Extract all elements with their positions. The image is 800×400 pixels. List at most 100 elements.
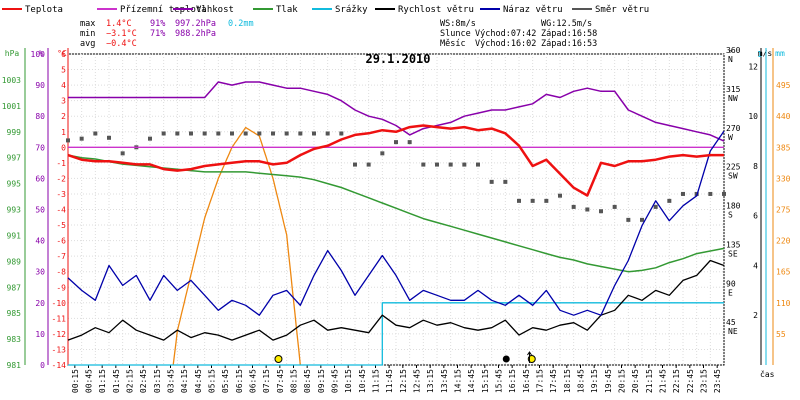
- dir-tick-name: SW: [728, 172, 738, 181]
- wind-direction-point: [462, 162, 467, 167]
- series-line-tlak: [67, 154, 725, 273]
- stats-max-temp: 1.4°C: [106, 19, 132, 29]
- moon-icon: [502, 355, 510, 363]
- wind-direction-point: [271, 131, 275, 136]
- legend-item-srazky: Srážky: [312, 5, 368, 15]
- solar-tick-label: 110: [776, 299, 791, 308]
- x-tick-label: 17:15: [536, 369, 545, 393]
- legend: Teplota Přízemní teplota Vlhkost Tlak Sr…: [2, 5, 649, 15]
- x-tick-label: 12:15: [399, 369, 408, 393]
- x-tick-label: 08:45: [303, 369, 312, 393]
- speed-tick-label: 4: [753, 261, 758, 270]
- dir-tick-deg: 225: [726, 163, 741, 172]
- legend-label-teplota: Teplota: [25, 5, 63, 15]
- dir-tick-name: W: [728, 133, 733, 142]
- stats-moon-rise: Východ:16:02: [475, 39, 536, 49]
- x-tick-label: 06:45: [249, 369, 258, 393]
- wind-direction-point: [298, 131, 303, 136]
- legend-item-naraz: Náraz větru: [480, 5, 563, 15]
- c-tick-label: -7: [56, 252, 66, 261]
- wind-direction-point: [667, 198, 672, 203]
- wind-direction-point: [257, 131, 262, 136]
- pct-tick-label: 90: [35, 81, 45, 90]
- legend-label-pocitova: Přízemní teplota: [120, 5, 207, 15]
- x-tick-label: 02:15: [126, 369, 135, 393]
- stats-sun-rise: Východ:07:42: [475, 29, 536, 39]
- pct-tick-label: 0: [40, 361, 45, 370]
- c-tick-label: -5: [56, 221, 66, 230]
- wind-direction-point: [325, 131, 330, 136]
- pct-tick-label: 40: [35, 237, 45, 246]
- wind-direction-point: [230, 131, 234, 136]
- dir-tick-deg: 135: [726, 240, 741, 249]
- x-tick-label: 05:45: [221, 369, 230, 393]
- speed-tick-label: 12: [748, 62, 758, 71]
- hpa-tick-label: 981: [7, 361, 22, 370]
- x-tick-label: 14:15: [454, 369, 463, 393]
- wind-direction-point: [353, 162, 357, 167]
- wind-direction-point: [585, 207, 590, 212]
- c-tick-label: 3: [61, 97, 66, 106]
- hpa-tick-label: 989: [7, 257, 22, 266]
- c-tick-label: -3: [56, 190, 66, 199]
- x-tick-label: 16:15: [508, 369, 517, 393]
- wind-direction-point: [93, 131, 98, 136]
- dir-tick-deg: 360: [726, 46, 741, 55]
- speed-axis-title: m/s: [758, 49, 773, 58]
- pct-tick-label: 30: [35, 268, 45, 277]
- wind-direction-point: [312, 131, 316, 136]
- c-tick-label: -2: [56, 174, 66, 183]
- dir-tick-name: S: [728, 211, 733, 220]
- legend-label-naraz: Náraz větru: [503, 5, 563, 15]
- dir-axis-title: °: [728, 49, 733, 58]
- series-line-srazky: [68, 302, 724, 366]
- x-tick-label: 16:45: [522, 369, 531, 393]
- x-tick-label: 12:45: [413, 369, 422, 393]
- c-tick-label: -6: [56, 237, 66, 246]
- stats-min-humidity: 71%: [150, 29, 165, 39]
- wind-direction-point: [530, 198, 535, 203]
- x-tick-label: 15:15: [481, 369, 490, 393]
- wind-direction-point: [558, 193, 562, 198]
- wind-direction-point: [653, 204, 658, 209]
- pct-tick-label: 70: [35, 143, 45, 152]
- x-tick-label: 03:15: [153, 369, 162, 393]
- stats-block: max min avg 1.4°C −3.1°C −0.4°C 91% 71% …: [80, 19, 597, 49]
- wind-direction-point: [148, 136, 152, 141]
- x-tick-label: 18:15: [563, 369, 572, 393]
- dir-tick-name: NE: [728, 327, 738, 336]
- wind-direction-point: [243, 131, 248, 136]
- c-tick-label: -13: [52, 345, 67, 354]
- wind-direction-point: [612, 204, 617, 209]
- c-tick-label: 5: [61, 66, 66, 75]
- x-tick-label: 09:45: [331, 369, 340, 393]
- c-tick-label: 2: [61, 112, 66, 121]
- x-tick-label: 07:45: [276, 369, 285, 393]
- c-tick-label: 1: [61, 128, 66, 137]
- x-tick-label: 21:45: [659, 369, 668, 393]
- solar-tick-label: 495: [776, 81, 791, 90]
- legend-label-vlhkost: Vlhkost: [196, 5, 234, 15]
- solar-tick-label: 55: [776, 330, 786, 339]
- stats-moon-label: Měsíc: [440, 39, 466, 49]
- wind-direction-point: [722, 191, 726, 196]
- rain-tick-label: 1: [757, 50, 762, 59]
- x-tick-label: 09:15: [317, 369, 326, 393]
- x-tick-label: 13:15: [426, 369, 435, 393]
- pct-tick-label: 60: [35, 174, 45, 183]
- x-tick-label: 06:15: [235, 369, 244, 393]
- x-tick-label: 19:15: [590, 369, 599, 393]
- x-axis-unit: čas: [760, 369, 775, 379]
- pct-tick-label: 50: [35, 206, 45, 215]
- x-tick-label: 02:45: [139, 369, 148, 393]
- wind-direction-point: [216, 131, 221, 136]
- x-tick-label: 14:45: [467, 369, 476, 393]
- stats-min-temp: −3.1°C: [106, 29, 137, 39]
- pct-tick-label: 100: [31, 50, 46, 59]
- speed-tick-label: 6: [753, 212, 758, 221]
- legend-label-srazky: Srážky: [335, 5, 368, 15]
- x-tick-label: 18:45: [577, 369, 586, 393]
- solar-tick-label: 440: [776, 112, 791, 121]
